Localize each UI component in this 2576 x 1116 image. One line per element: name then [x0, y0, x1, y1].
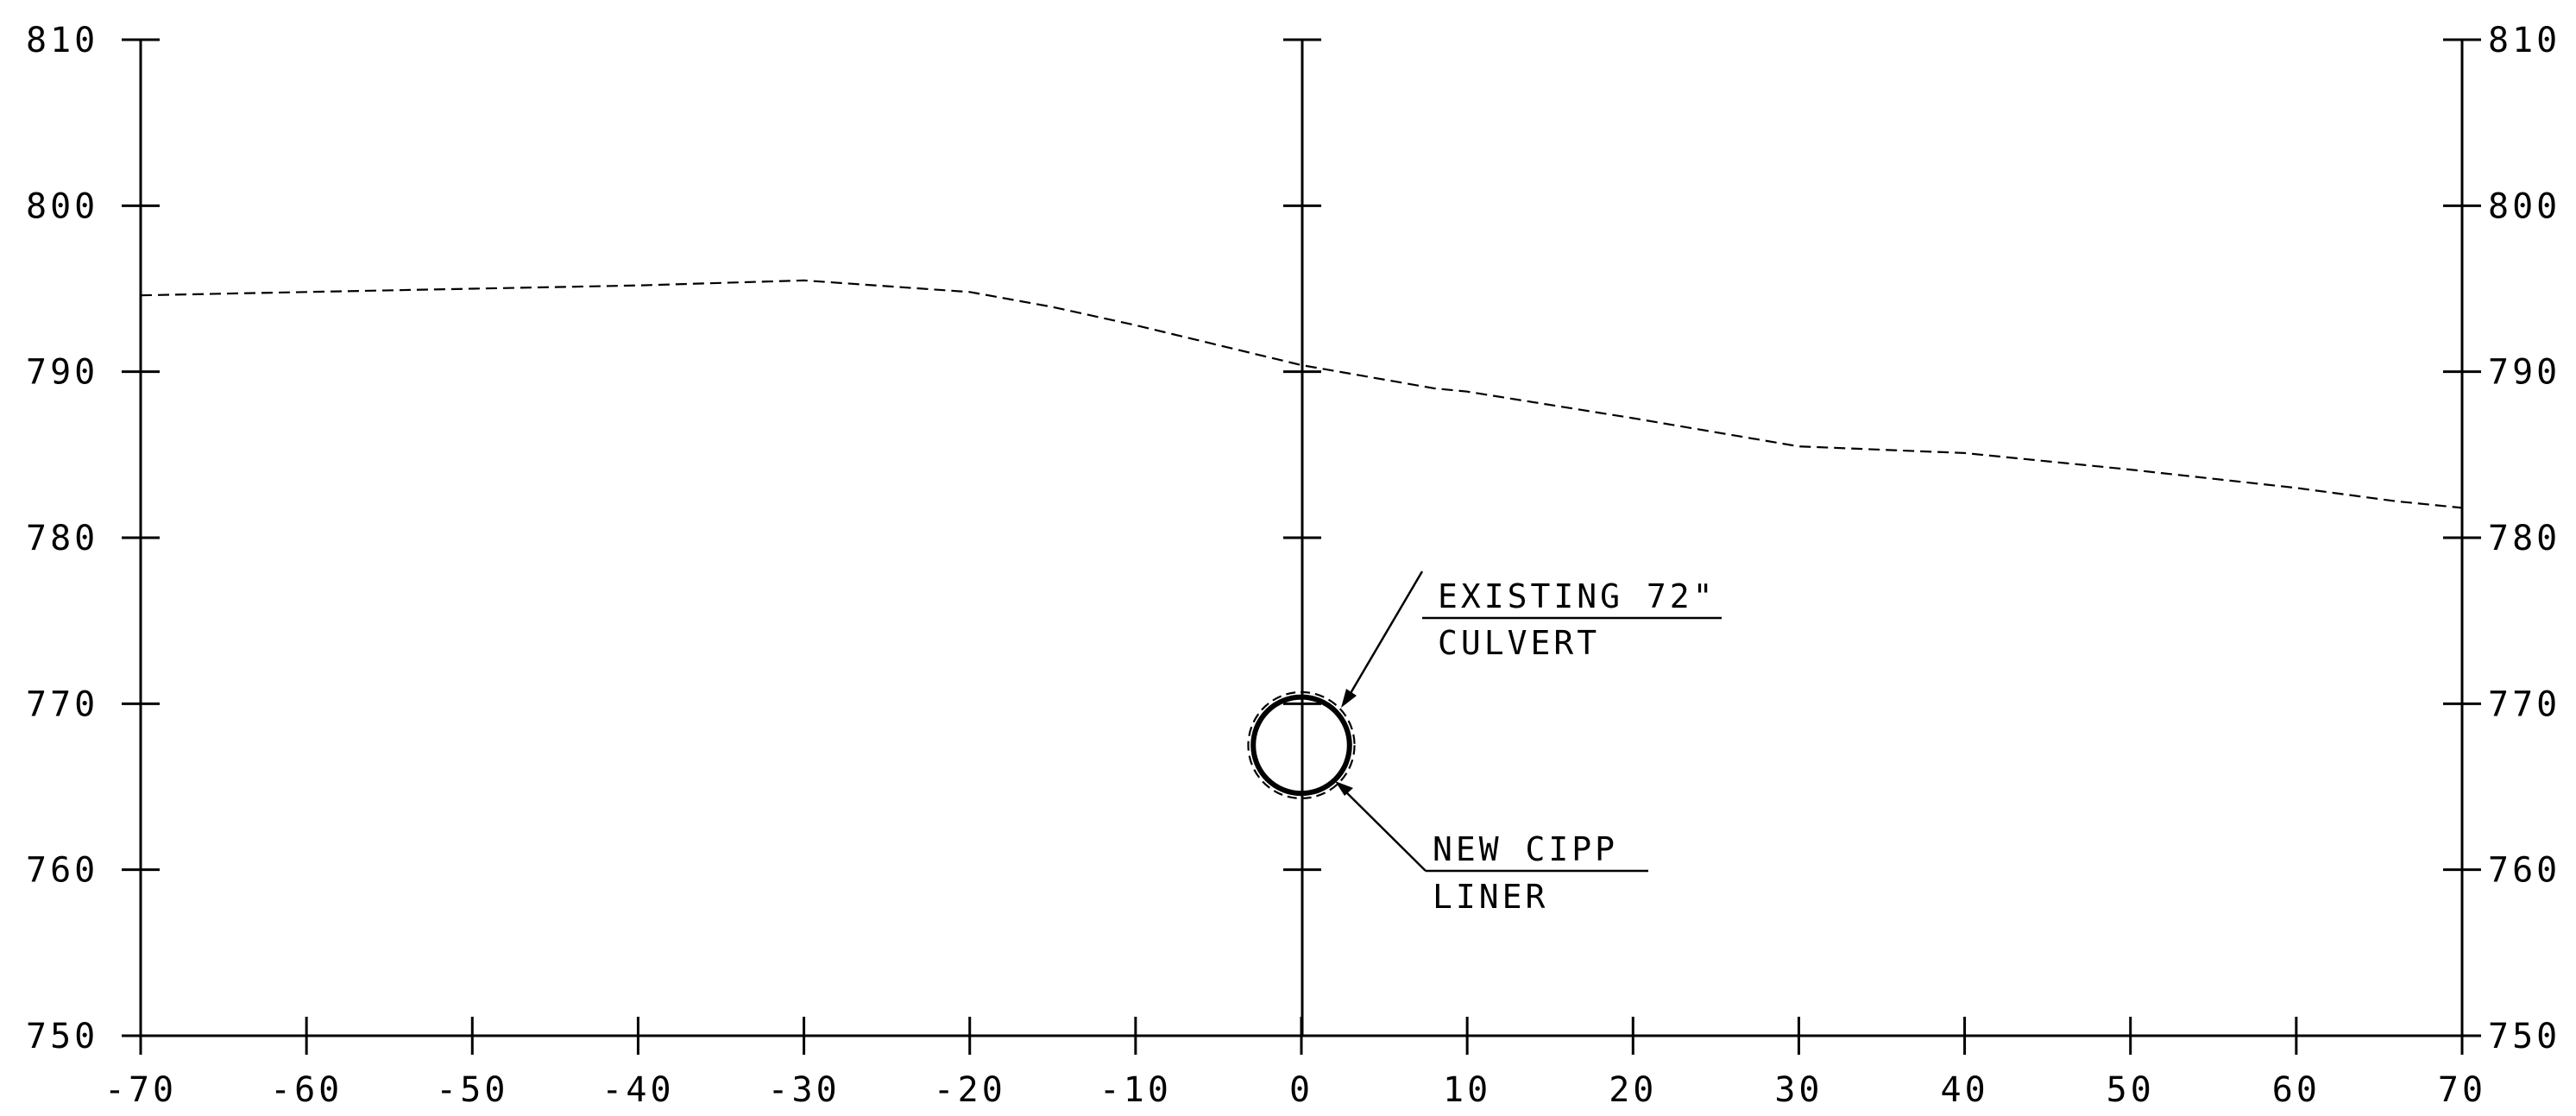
- station-label: -40: [601, 1070, 674, 1110]
- culvert-group: [1247, 690, 1356, 800]
- station-label: 30: [1774, 1070, 1823, 1110]
- right-elevation-label: 800: [2488, 186, 2560, 226]
- annotations-group: EXISTING 72" CULVERT NEW CIPP LINER: [1335, 571, 1722, 916]
- station-label: -20: [934, 1070, 1006, 1110]
- existing-culvert-label-line-2: CULVERT: [1438, 624, 1600, 662]
- station-label: -60: [270, 1070, 343, 1110]
- station-label: 50: [2107, 1070, 2155, 1110]
- station-label: -50: [436, 1070, 508, 1110]
- station-label: 10: [1443, 1070, 1491, 1110]
- left-elevation-label: 810: [26, 21, 98, 60]
- station-label: 70: [2438, 1070, 2486, 1110]
- ticks-group: [122, 38, 2481, 1055]
- existing-culvert-label-line-1: EXISTING 72": [1438, 577, 1716, 615]
- left-elevation-label: 770: [26, 684, 98, 724]
- cipp-liner-circle: [1250, 694, 1352, 797]
- right-elevation-label: 760: [2488, 851, 2560, 891]
- new-liner-label-line-1: NEW CIPP: [1433, 830, 1618, 868]
- station-label: 60: [2272, 1070, 2321, 1110]
- existing-culvert-outline: [1247, 690, 1356, 800]
- left-elevation-label: 800: [26, 186, 98, 226]
- existing-culvert-leader: [1343, 571, 1424, 704]
- station-label: -30: [767, 1070, 840, 1110]
- right-elevation-label: 780: [2488, 519, 2560, 558]
- station-label: 40: [1940, 1070, 1988, 1110]
- left-elevation-label: 750: [26, 1017, 98, 1056]
- right-elevation-label: 770: [2488, 684, 2560, 724]
- left-elevation-label: 790: [26, 353, 98, 393]
- station-label: 0: [1289, 1070, 1313, 1110]
- station-label: -10: [1099, 1070, 1172, 1110]
- new-liner-arrowhead: [1335, 781, 1353, 796]
- left-elevation-label: 760: [26, 851, 98, 891]
- right-elevation-label: 790: [2488, 353, 2560, 393]
- left-elevation-label: 780: [26, 519, 98, 558]
- right-elevation-label: 750: [2488, 1017, 2560, 1056]
- right-elevation-label: 810: [2488, 21, 2560, 60]
- existing-culvert-arrowhead: [1341, 689, 1357, 708]
- new-liner-leader: [1338, 785, 1427, 872]
- existing-ground-profile-line: [140, 279, 2463, 509]
- station-label: -70: [104, 1070, 177, 1110]
- station-label: 20: [1609, 1070, 1657, 1110]
- new-liner-label-line-2: LINER: [1433, 878, 1548, 916]
